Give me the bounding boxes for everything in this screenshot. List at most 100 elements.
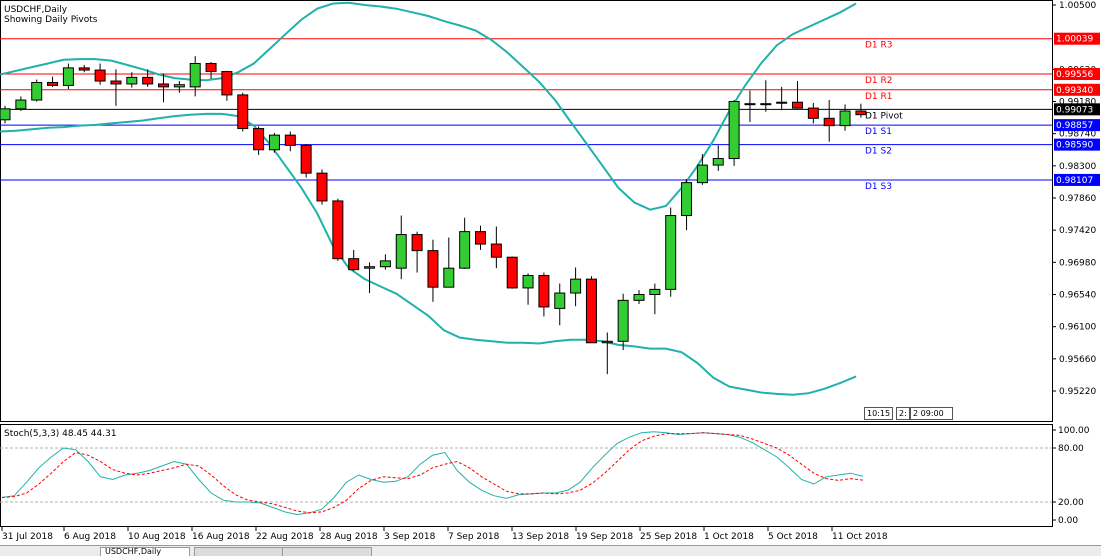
candle bbox=[142, 69, 154, 87]
date-tick-label: 3 Sep 2018 bbox=[384, 532, 436, 542]
candle bbox=[205, 62, 217, 79]
candle-body bbox=[728, 101, 740, 160]
candle-body bbox=[158, 83, 169, 88]
candle bbox=[839, 104, 851, 131]
price-tick-label: 0.95660 bbox=[1059, 355, 1096, 365]
pivot-label: D1 R3 bbox=[865, 41, 893, 51]
candle-body bbox=[681, 182, 693, 217]
candle-body bbox=[712, 158, 724, 166]
date-tick-label: 13 Sep 2018 bbox=[512, 532, 569, 542]
candle-body bbox=[459, 231, 471, 269]
candle-body bbox=[237, 94, 249, 130]
candle bbox=[126, 72, 138, 88]
tab-chart-3[interactable] bbox=[282, 547, 372, 556]
price-tick-label: 0.98740 bbox=[1059, 130, 1096, 140]
pivot-price-tag bbox=[1054, 173, 1100, 186]
candle bbox=[633, 290, 645, 305]
candle bbox=[855, 103, 867, 118]
candle-body bbox=[855, 110, 867, 116]
candle bbox=[316, 169, 328, 205]
candle bbox=[696, 154, 708, 185]
candle bbox=[712, 145, 724, 171]
candle bbox=[221, 70, 233, 101]
pivot-price-tag bbox=[1054, 103, 1100, 116]
time-badge-1[interactable]: 10:15 bbox=[864, 407, 894, 420]
stoch-main-line bbox=[1, 431, 864, 516]
candle-body bbox=[649, 288, 661, 295]
stoch-pane-frame bbox=[0, 424, 1053, 527]
date-tick-label: 28 Aug 2018 bbox=[320, 532, 378, 542]
candle-body bbox=[538, 274, 550, 308]
candle-body bbox=[332, 200, 344, 260]
candle bbox=[364, 262, 376, 294]
symbol-title: USDCHF,Daily bbox=[4, 5, 68, 15]
candle bbox=[15, 96, 27, 112]
pivot-price-value: 0.99073 bbox=[1056, 105, 1093, 115]
candle bbox=[617, 293, 629, 351]
candle-body bbox=[475, 231, 486, 245]
candle bbox=[522, 273, 534, 305]
candle bbox=[506, 256, 518, 289]
pivot-label: D1 Pivot bbox=[865, 111, 903, 121]
candle bbox=[760, 80, 772, 112]
candle bbox=[475, 225, 486, 250]
candle-body bbox=[253, 128, 265, 151]
candle-body bbox=[554, 292, 566, 309]
candle bbox=[47, 76, 59, 87]
candle-body bbox=[823, 117, 835, 127]
candle-body bbox=[792, 101, 803, 109]
pivot-price-value: 0.98107 bbox=[1056, 176, 1093, 186]
candle-body bbox=[443, 267, 455, 288]
candle bbox=[570, 267, 582, 307]
candle-body bbox=[15, 99, 27, 110]
candle bbox=[490, 226, 502, 269]
candle-body bbox=[268, 134, 280, 151]
date-tick-label: 22 Aug 2018 bbox=[256, 532, 314, 542]
pivot-price-tag bbox=[1054, 119, 1100, 132]
date-tick-label: 5 Oct 2018 bbox=[768, 532, 818, 542]
date-tick-label: 6 Aug 2018 bbox=[64, 532, 116, 542]
indicator-title: Showing Daily Pivots bbox=[4, 15, 98, 25]
candle bbox=[237, 92, 249, 132]
date-tick-label: 10 Aug 2018 bbox=[128, 532, 186, 542]
chart-tabstrip: USDCHF,Daily bbox=[0, 545, 1101, 556]
candle bbox=[253, 126, 265, 155]
candle bbox=[807, 102, 819, 124]
candle bbox=[268, 132, 280, 153]
candle-body bbox=[316, 172, 328, 202]
pivot-price-tag bbox=[1054, 68, 1100, 81]
pivot-label: D1 S2 bbox=[865, 147, 892, 157]
candle bbox=[792, 81, 803, 109]
date-tick-label: 11 Oct 2018 bbox=[832, 532, 888, 542]
stoch-signal-line bbox=[1, 432, 864, 514]
candle-body bbox=[427, 250, 439, 288]
candle bbox=[284, 131, 296, 152]
pivot-price-tag bbox=[1054, 32, 1100, 45]
candle bbox=[538, 272, 550, 317]
price-tick-label: 0.96980 bbox=[1059, 258, 1096, 268]
candle-body bbox=[570, 278, 582, 294]
candle bbox=[728, 100, 740, 166]
stochastic-label: Stoch(5,3,3) 48.45 44.31 bbox=[4, 429, 117, 439]
stoch-tick-label: 100.00 bbox=[1058, 426, 1090, 436]
pivot-label: D1 S3 bbox=[865, 182, 892, 192]
candle bbox=[158, 73, 169, 103]
date-tick-label: 19 Sep 2018 bbox=[576, 532, 633, 542]
time-badge-3[interactable]: 2 09:00 bbox=[910, 407, 953, 420]
time-badge-2[interactable]: 2: bbox=[896, 407, 910, 420]
candle-body bbox=[348, 258, 360, 271]
stoch-tick-label: 20.00 bbox=[1058, 498, 1084, 508]
candle-body bbox=[142, 76, 154, 85]
tab-usdchf-daily[interactable]: USDCHF,Daily bbox=[100, 547, 190, 556]
candle-body bbox=[411, 234, 423, 252]
candle bbox=[78, 64, 90, 73]
candle bbox=[348, 249, 360, 272]
candle bbox=[395, 215, 407, 280]
candle-body bbox=[62, 67, 74, 86]
candle bbox=[94, 63, 106, 85]
stoch-tick-label: 80.00 bbox=[1058, 444, 1084, 454]
date-axis: 31 Jul 2018 6 Aug 2018 10 Aug 2018 16 Aug 2… bbox=[1, 527, 888, 542]
pivot-label: D1 R1 bbox=[865, 92, 893, 102]
candle-body bbox=[585, 278, 597, 344]
